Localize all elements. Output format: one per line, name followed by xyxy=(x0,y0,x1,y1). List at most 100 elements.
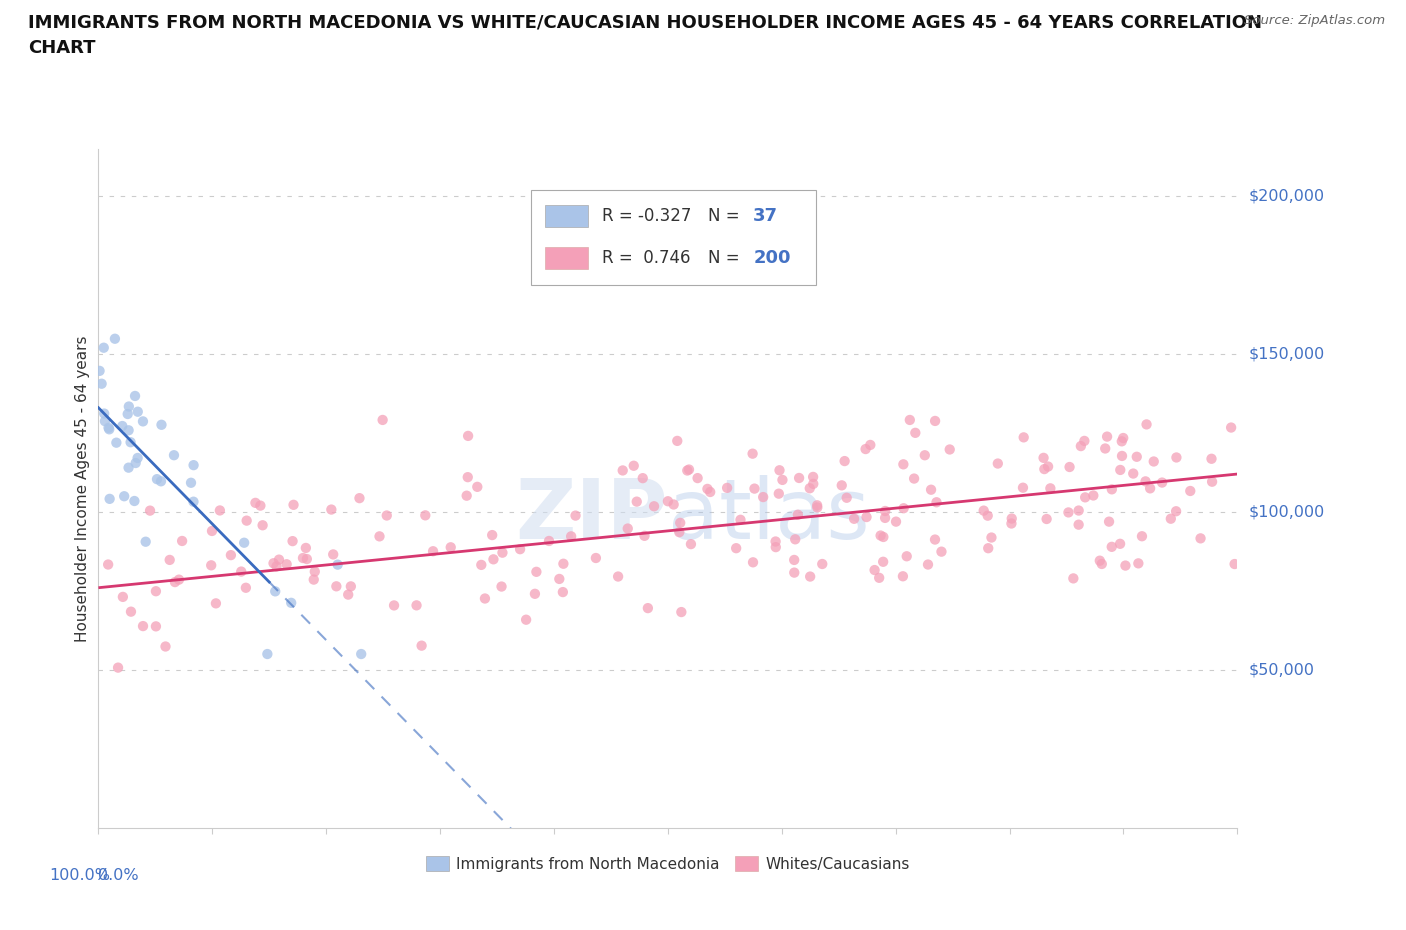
Point xyxy=(1164,504,1187,519)
Point xyxy=(276,557,298,572)
Point xyxy=(914,448,936,463)
Point xyxy=(669,515,692,530)
Text: $200,000: $200,000 xyxy=(1249,189,1324,204)
Text: 100.0%: 100.0% xyxy=(49,869,110,883)
Point xyxy=(89,364,111,379)
Point xyxy=(457,429,479,444)
Point xyxy=(163,447,186,462)
Point xyxy=(107,660,129,675)
Point xyxy=(465,479,488,494)
Point xyxy=(1135,417,1157,432)
Point xyxy=(132,618,155,633)
Point xyxy=(904,425,927,440)
Point xyxy=(863,563,886,578)
Point xyxy=(765,534,787,549)
Point xyxy=(1083,488,1105,503)
Point xyxy=(127,450,149,465)
Point xyxy=(831,478,853,493)
Point xyxy=(931,544,953,559)
Point xyxy=(304,565,326,579)
Point xyxy=(855,442,877,457)
Y-axis label: Householder Income Ages 45 - 64 years: Householder Income Ages 45 - 64 years xyxy=(75,335,90,642)
Point xyxy=(977,540,1000,555)
Point xyxy=(200,558,222,573)
Point xyxy=(1098,514,1121,529)
Point xyxy=(662,497,685,512)
Point xyxy=(413,508,436,523)
Point xyxy=(235,580,257,595)
Point xyxy=(97,420,120,435)
Point xyxy=(616,521,638,536)
Point xyxy=(787,471,810,485)
Point xyxy=(1111,434,1133,449)
Point xyxy=(1039,481,1062,496)
Point xyxy=(1160,512,1182,526)
Point xyxy=(135,534,157,549)
Point xyxy=(263,556,285,571)
Text: ZIP: ZIP xyxy=(516,475,668,556)
Point xyxy=(1114,558,1136,573)
Point xyxy=(671,604,693,619)
Point xyxy=(491,579,513,594)
Point xyxy=(835,490,858,505)
Point xyxy=(98,422,121,437)
Text: N =: N = xyxy=(707,207,740,225)
Point xyxy=(806,500,828,515)
Point xyxy=(980,530,1002,545)
Point xyxy=(893,457,915,472)
Point xyxy=(1180,484,1202,498)
Point xyxy=(585,551,607,565)
Point xyxy=(337,587,360,602)
Point xyxy=(118,399,141,414)
Point xyxy=(924,532,946,547)
Point xyxy=(470,557,492,572)
Point xyxy=(295,540,318,555)
Point xyxy=(481,527,503,542)
Point xyxy=(1036,459,1059,474)
Point xyxy=(1122,466,1144,481)
Point xyxy=(920,483,942,498)
Point xyxy=(741,446,763,461)
Point xyxy=(785,532,807,547)
Point xyxy=(105,435,128,450)
Point xyxy=(679,537,702,551)
Point xyxy=(456,488,478,503)
Point xyxy=(325,578,347,593)
Point xyxy=(205,596,228,611)
Point xyxy=(783,565,806,580)
Point xyxy=(155,639,177,654)
Point xyxy=(340,579,363,594)
Text: atlas: atlas xyxy=(668,475,869,556)
Point xyxy=(801,476,824,491)
Point xyxy=(1073,433,1095,448)
Point xyxy=(716,481,738,496)
Point xyxy=(987,456,1010,471)
Point xyxy=(526,565,548,579)
Point xyxy=(875,503,897,518)
Point xyxy=(149,474,172,489)
Point xyxy=(607,569,630,584)
Point xyxy=(233,536,256,551)
Point xyxy=(898,413,921,428)
Point xyxy=(146,472,169,486)
Point xyxy=(752,489,775,504)
Point xyxy=(875,511,897,525)
Point xyxy=(124,494,146,509)
Point xyxy=(93,340,115,355)
Point xyxy=(768,463,790,478)
Point xyxy=(1223,556,1246,571)
Point xyxy=(1012,430,1035,445)
Point xyxy=(235,513,257,528)
Point xyxy=(117,406,139,421)
Point xyxy=(283,498,305,512)
Point xyxy=(280,595,302,610)
Point xyxy=(1201,451,1223,466)
Point xyxy=(145,584,167,599)
Point xyxy=(349,491,371,506)
Point xyxy=(938,442,960,457)
Point xyxy=(560,529,582,544)
Point xyxy=(537,534,560,549)
Point xyxy=(368,529,391,544)
Point xyxy=(1074,490,1097,505)
Point xyxy=(699,485,721,499)
